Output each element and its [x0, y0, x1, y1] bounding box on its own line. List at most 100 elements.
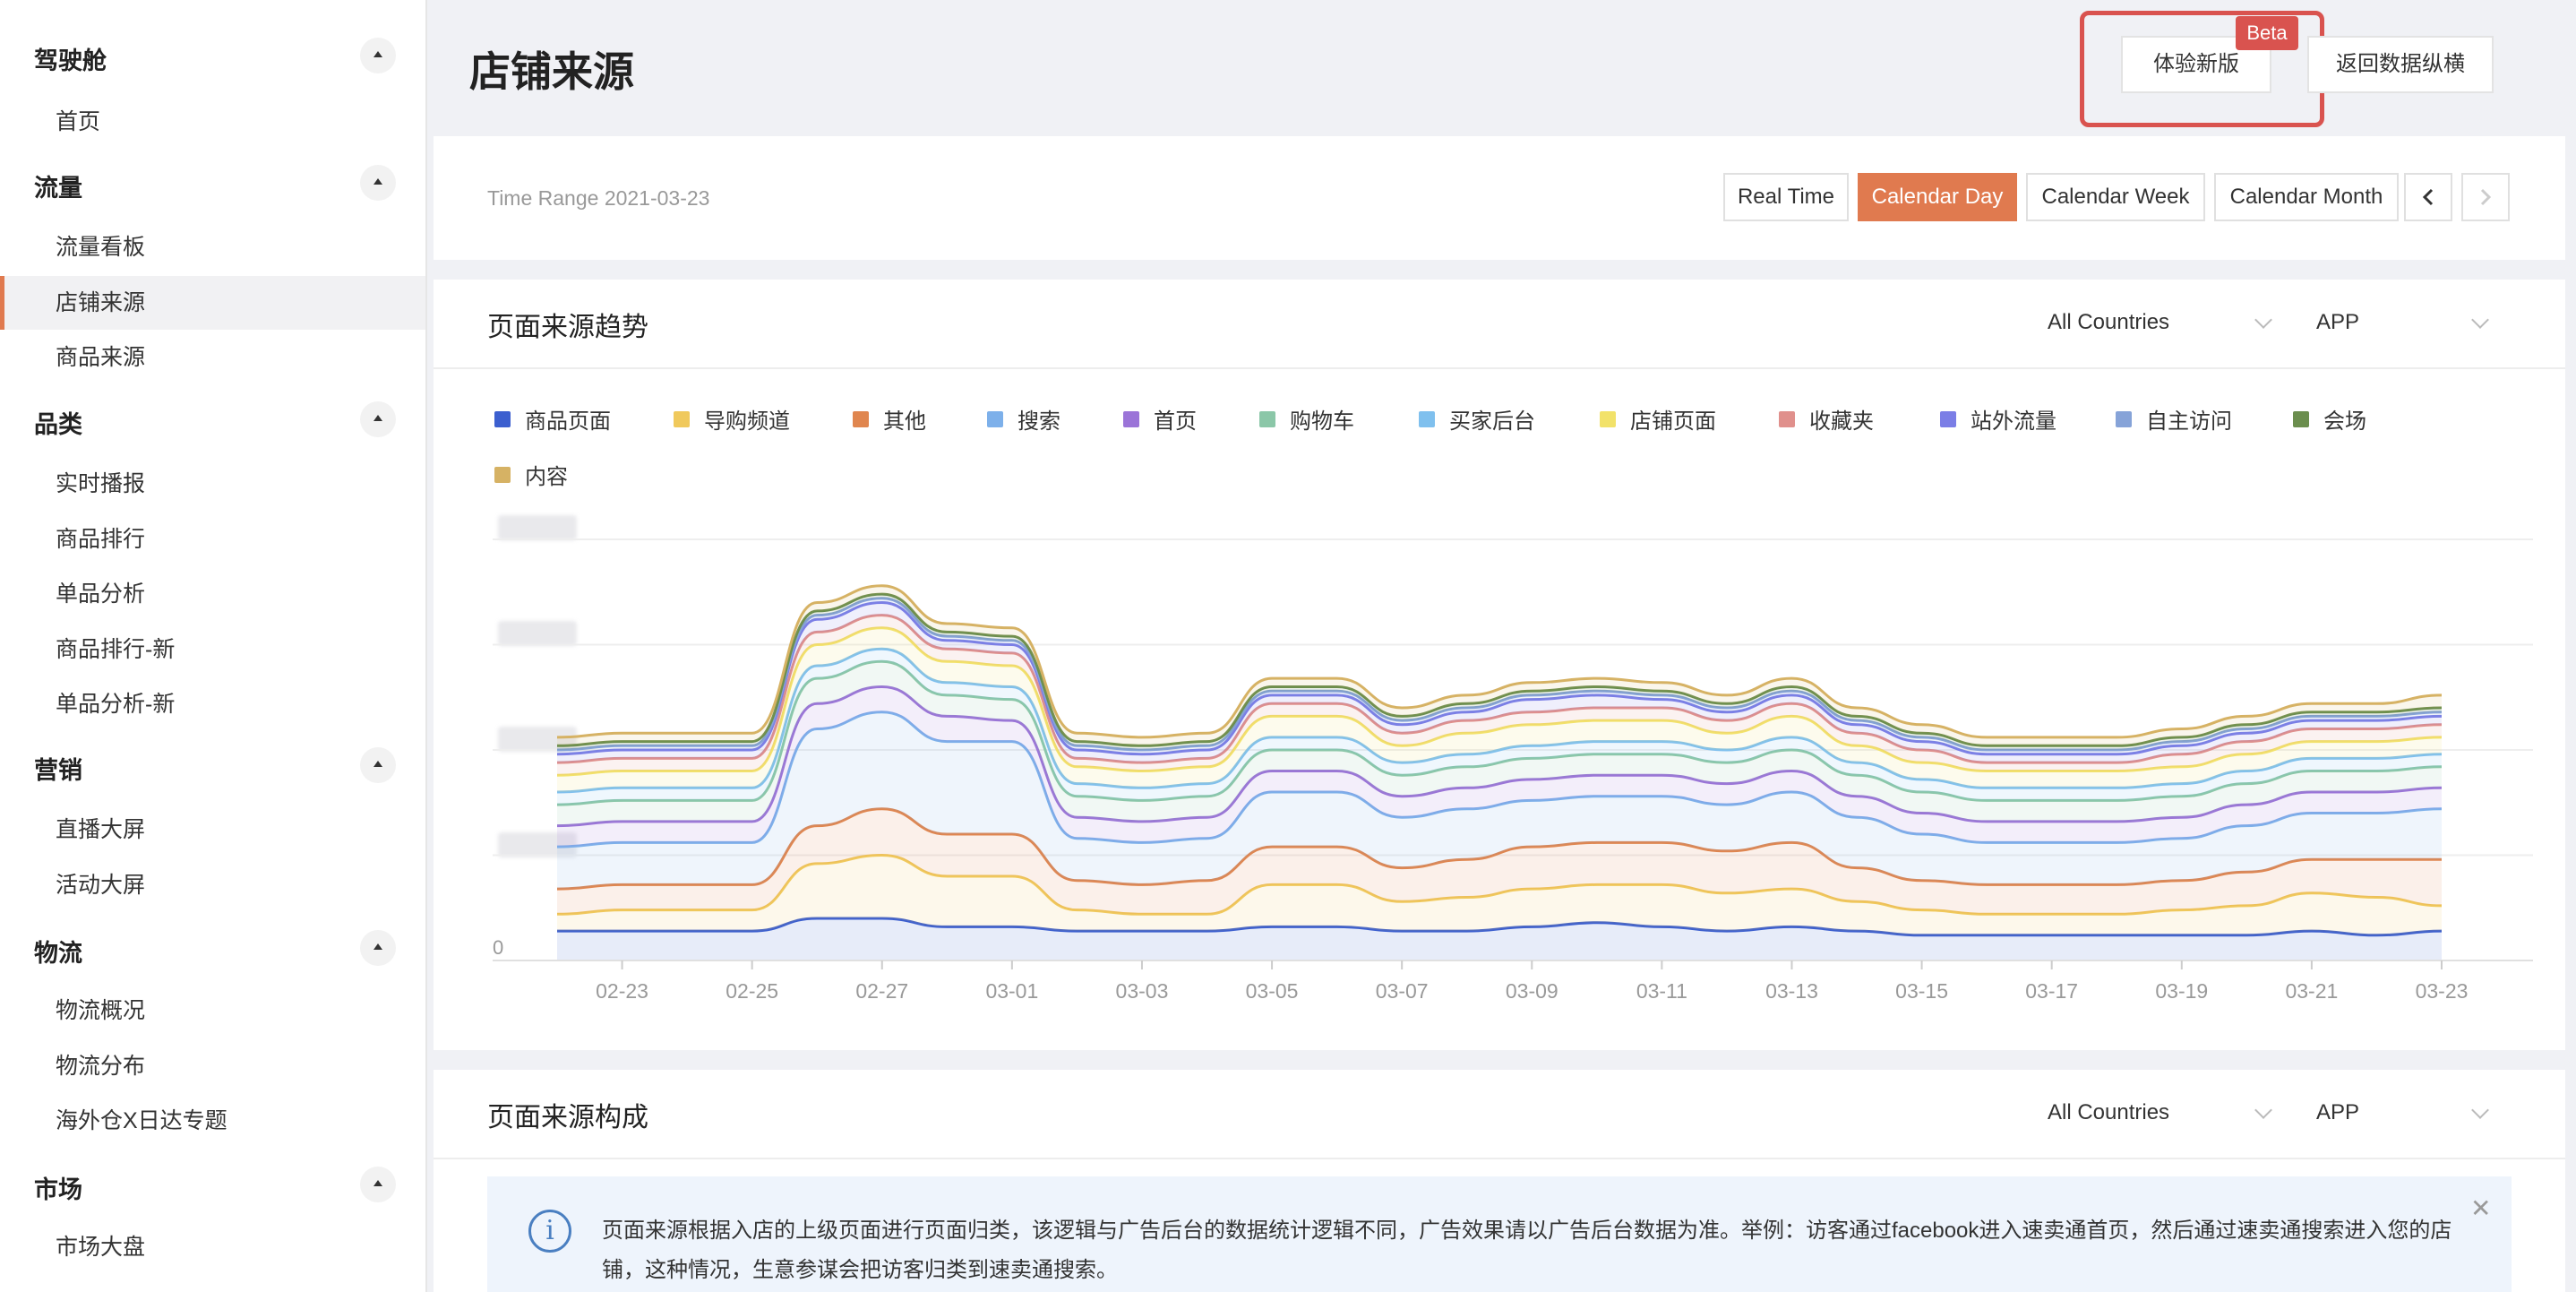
prev-button[interactable]	[2404, 173, 2452, 221]
series-line	[556, 807, 2442, 891]
chevron-up-icon[interactable]	[360, 1167, 396, 1202]
legend-item[interactable]: 买家后台	[1419, 403, 1535, 435]
sidebar-group-title[interactable]: 市场	[34, 1176, 82, 1203]
sidebar-group-title[interactable]: 流量	[34, 175, 82, 202]
series-line	[556, 647, 2443, 794]
series-line	[556, 685, 2443, 828]
series-line	[556, 600, 2443, 756]
legend-item[interactable]: 搜索	[987, 403, 1060, 435]
tab-calendar-week[interactable]: Calendar Week	[2026, 173, 2205, 221]
composition-platform-select[interactable]: APP	[2316, 1100, 2360, 1124]
legend-label: 购物车	[1290, 409, 1354, 434]
composition-country-select[interactable]: All Countries	[2048, 1100, 2170, 1124]
back-to-data-button[interactable]: 返回数据纵横	[2307, 36, 2494, 93]
sidebar-item[interactable]: 首页	[56, 109, 101, 134]
sidebar-item[interactable]: 流量看板	[56, 235, 146, 260]
x-tick-label: 03-15	[1895, 979, 1948, 1003]
y-tick-zero: 0	[493, 936, 504, 959]
legend-item[interactable]: 会场	[2293, 403, 2366, 435]
chevron-up-icon[interactable]	[360, 930, 396, 966]
trend-platform-select[interactable]: APP	[2316, 310, 2360, 334]
time-range-text: Time Range 2021-03-23	[487, 186, 710, 210]
y-tick-blurred	[498, 621, 577, 646]
x-tick-label: 03-21	[2285, 979, 2338, 1003]
series-line	[556, 597, 2443, 752]
chevron-up-icon[interactable]	[360, 165, 396, 201]
chevron-left-icon	[2422, 188, 2434, 206]
legend-item[interactable]: 站外流量	[1940, 403, 2057, 435]
x-tick-label: 03-05	[1246, 979, 1299, 1003]
time-bar-panel	[434, 136, 2565, 260]
x-tick-label: 02-23	[596, 979, 648, 1003]
sidebar-item[interactable]: 商品来源	[56, 345, 146, 370]
legend-label: 会场	[2323, 409, 2366, 434]
sidebar-group-title[interactable]: 驾驶舱	[34, 47, 107, 74]
sidebar-item[interactable]: 直播大屏	[56, 817, 146, 842]
trend-country-select[interactable]: All Countries	[2048, 310, 2170, 334]
legend-item[interactable]: 导购频道	[674, 403, 790, 435]
legend-item[interactable]: 内容	[494, 459, 568, 490]
legend-item[interactable]: 店铺页面	[1600, 403, 1716, 435]
legend-swatch	[494, 466, 511, 483]
sidebar-item[interactable]: 商品排行-新	[56, 636, 176, 662]
series-line	[556, 853, 2443, 916]
y-tick-blurred	[498, 515, 577, 540]
legend-item[interactable]: 商品页面	[494, 403, 611, 435]
legend-swatch	[1259, 410, 1275, 427]
y-tick-blurred	[498, 727, 577, 752]
x-tick-label: 02-25	[726, 979, 778, 1003]
sidebar-item[interactable]: 实时播报	[56, 471, 146, 496]
series-area	[557, 918, 2442, 960]
x-tick-label: 03-23	[2416, 979, 2469, 1003]
chevron-up-icon[interactable]	[360, 747, 396, 783]
series-area	[557, 661, 2442, 826]
legend-swatch	[2116, 410, 2132, 427]
divider	[434, 1158, 2565, 1159]
legend-label: 首页	[1154, 409, 1197, 434]
legend-label: 商品页面	[525, 409, 611, 434]
sidebar-item[interactable]: 店铺来源	[0, 275, 425, 330]
legend-item[interactable]: 首页	[1123, 403, 1197, 435]
sidebar-item[interactable]: 海外仓X日达专题	[56, 1108, 228, 1133]
next-button[interactable]	[2461, 173, 2510, 221]
series-area	[557, 808, 2442, 915]
series-line	[556, 659, 2443, 806]
legend-swatch	[494, 410, 511, 427]
page-title: 店铺来源	[469, 48, 634, 95]
x-tick-label: 02-27	[855, 979, 908, 1003]
sidebar-group-title[interactable]: 品类	[34, 411, 82, 438]
x-tick-label: 03-11	[1636, 979, 1687, 1003]
close-icon[interactable]: ✕	[2470, 1194, 2492, 1222]
legend-swatch	[1940, 410, 1956, 427]
legend-swatch	[987, 410, 1003, 427]
chevron-up-icon[interactable]	[360, 38, 396, 73]
notice-text: 页面来源根据入店的上级页面进行页面归类，该逻辑与广告后台的数据统计逻辑不同，广告…	[602, 1219, 2452, 1282]
legend-item[interactable]: 其他	[853, 403, 926, 435]
notice-box	[487, 1176, 2512, 1292]
chevron-up-icon[interactable]	[360, 401, 396, 437]
sidebar-item[interactable]: 单品分析-新	[56, 692, 176, 717]
series-line	[556, 626, 2443, 777]
legend-item[interactable]: 收藏夹	[1779, 403, 1874, 435]
x-tick-label: 03-07	[1376, 979, 1429, 1003]
sidebar-item[interactable]: 活动大屏	[56, 872, 146, 898]
sidebar-group-title[interactable]: 物流	[34, 940, 82, 967]
legend-label: 内容	[525, 465, 568, 489]
sidebar-item[interactable]: 物流概况	[56, 998, 146, 1023]
legend-swatch	[853, 410, 869, 427]
legend-item[interactable]: 购物车	[1259, 403, 1354, 435]
series-line	[556, 711, 2443, 848]
tab-real-time[interactable]: Real Time	[1723, 173, 1849, 221]
sidebar-group-title[interactable]: 营销	[34, 757, 82, 784]
tab-calendar-day[interactable]: Calendar Day	[1858, 173, 2017, 221]
legend-swatch	[674, 410, 690, 427]
sidebar-item[interactable]: 商品排行	[56, 526, 146, 552]
tab-calendar-month[interactable]: Calendar Month	[2214, 173, 2399, 221]
trend-chart: 02-23 02-25 02-27 03-01 03-03 03-05 03-07 03-09…	[493, 538, 2533, 1003]
series-area	[557, 855, 2442, 935]
sidebar-item[interactable]: 物流分布	[56, 1053, 146, 1079]
sidebar-item[interactable]: 单品分析	[56, 581, 146, 607]
series-line	[556, 614, 2443, 764]
sidebar-item[interactable]: 市场大盘	[56, 1235, 146, 1260]
legend-item[interactable]: 自主访问	[2116, 403, 2232, 435]
